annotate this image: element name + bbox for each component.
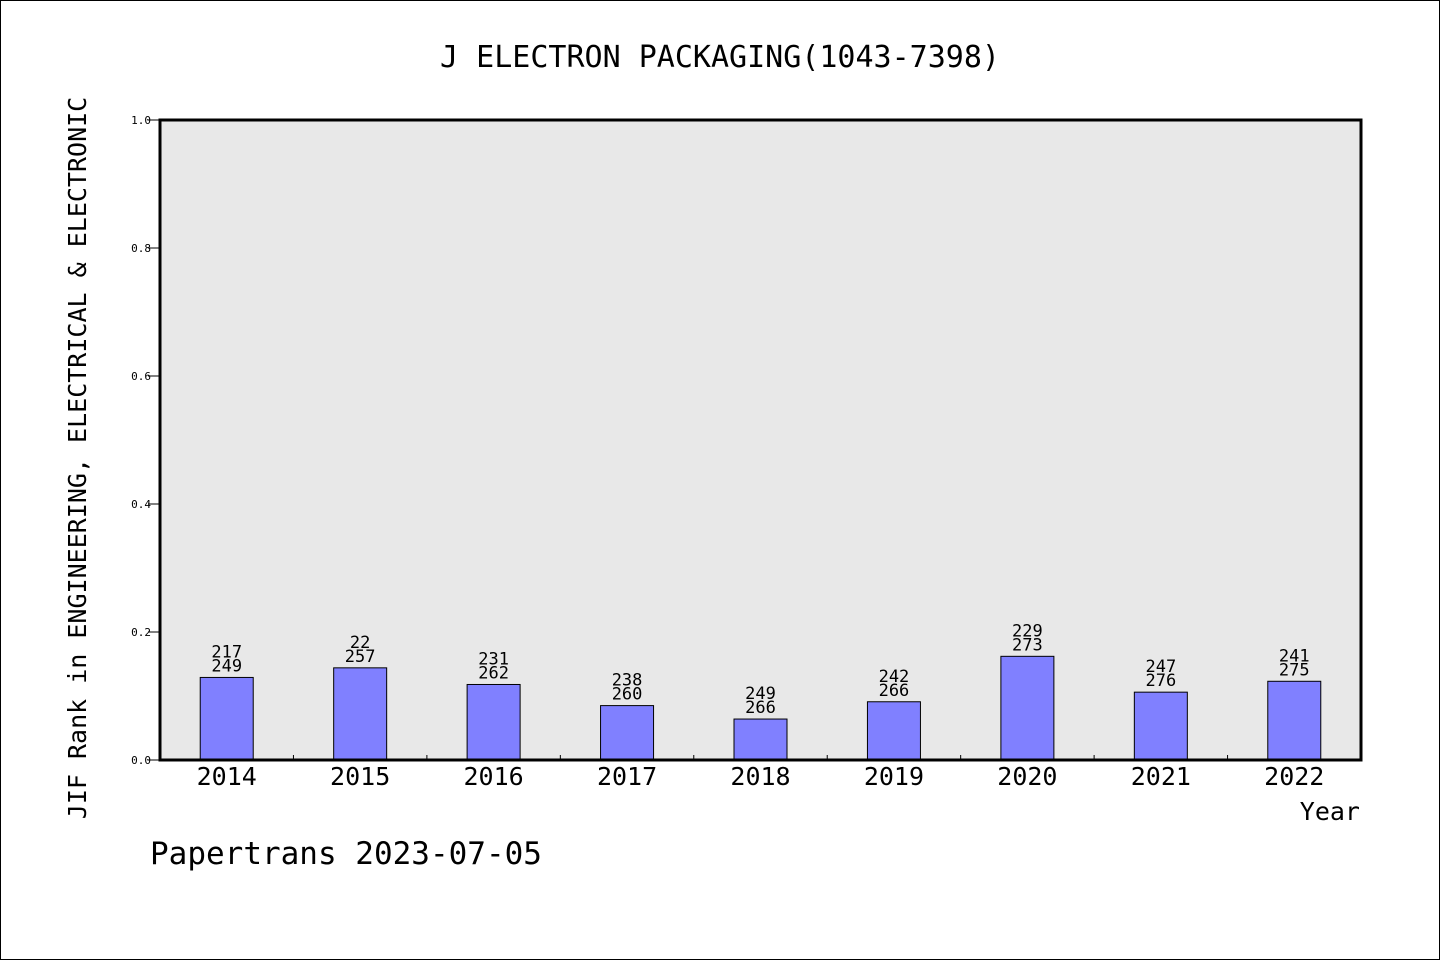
x-tick-label: 2015	[330, 762, 390, 791]
bar-total-label: 275	[1279, 660, 1310, 680]
y-tick-label: 0.4	[131, 498, 151, 511]
y-axis: 0.0 0.2 0.4 0.6 0.8 1.0	[131, 114, 160, 767]
bar-total-label: 266	[745, 698, 776, 718]
bar-rank-label: 229	[1012, 621, 1043, 641]
bar-2014	[199, 676, 254, 761]
x-tick-label: 2021	[1131, 762, 1191, 791]
bar-total-label: 262	[478, 663, 509, 683]
bar-2017	[600, 705, 655, 761]
y-tick-label: 0.6	[131, 370, 151, 383]
x-tick-label: 2014	[197, 762, 257, 791]
x-tick-label: 2022	[1264, 762, 1324, 791]
bars-group	[199, 655, 1322, 761]
bar-rank-label: 238	[612, 671, 643, 691]
x-axis: 2014 2015 2016 2017 2018 2019 2020 2021 2022	[197, 755, 1324, 791]
bar-rank-label: 241	[1279, 646, 1310, 666]
plot-border	[158, 118, 1363, 762]
x-tick-label: 2017	[597, 762, 657, 791]
y-axis-label: JIF Rank in ENGINEERING, ELECTRICAL & EL…	[63, 97, 92, 819]
bar-2020	[1000, 655, 1055, 761]
plot-area	[160, 120, 1361, 760]
bar-2016	[466, 683, 521, 761]
y-tick-label: 0.2	[131, 626, 151, 639]
bar-total-label: 273	[1012, 635, 1043, 655]
bar-rank-label: 242	[879, 667, 910, 687]
x-tick-label: 2019	[864, 762, 924, 791]
bar-rank-label: 22	[350, 633, 370, 653]
bar-total-label: 257	[345, 647, 376, 667]
x-tick-label: 2018	[730, 762, 790, 791]
x-tick-label: 2020	[997, 762, 1057, 791]
footer-credit: Papertrans 2023-07-05	[150, 836, 542, 872]
y-tick-label: 0.8	[131, 242, 151, 255]
bar-rank-label: 217	[211, 642, 242, 662]
y-tick-label: 1.0	[131, 114, 151, 127]
bar-2021	[1133, 691, 1188, 761]
bar-2022	[1267, 680, 1322, 761]
bar-rank-label: 231	[478, 649, 509, 669]
bar-total-label: 260	[612, 685, 643, 705]
bar-total-label: 266	[879, 681, 910, 701]
bar-total-label: 276	[1145, 671, 1176, 691]
bar-rank-label: 247	[1145, 657, 1176, 677]
bar-2018	[733, 718, 788, 761]
bar-rank-label: 249	[745, 684, 776, 704]
y-tick-label: 0.0	[131, 754, 151, 767]
bar-2015	[333, 667, 388, 761]
x-axis-label: Year	[1300, 797, 1360, 826]
bar-total-label: 249	[211, 656, 242, 676]
bar-2019	[866, 701, 921, 761]
x-tick-label: 2016	[464, 762, 524, 791]
chart-title: J ELECTRON PACKAGING(1043-7398)	[440, 40, 1000, 75]
